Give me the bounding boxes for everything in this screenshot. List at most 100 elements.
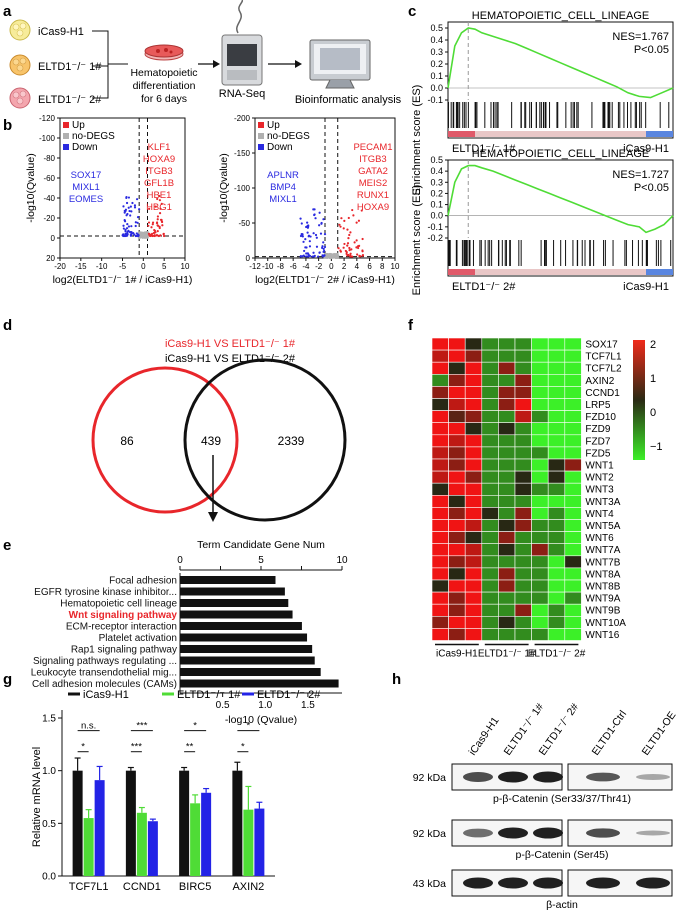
heatmap-cell xyxy=(547,494,566,508)
heatmap-cell xyxy=(464,519,483,532)
heatmap-cell xyxy=(481,531,499,544)
volcano-plot-left: -20 -15 -10 -5 0 5 10 -120 -100 -80 -60 -40 -20 0 20 Up… xyxy=(25,114,192,286)
panel-letter-d: d xyxy=(3,317,12,334)
bottom-tick-label: 0.5 xyxy=(216,700,230,711)
gsea-plot-bottom: 0.50.40.30.2 0.10.0-0.1-0.2 HEMATOPOIETIC_… xyxy=(427,148,674,293)
significance-label: *** xyxy=(131,742,142,753)
heatmap-cell xyxy=(464,567,483,581)
y-tick-label: 0.1 xyxy=(430,71,443,81)
heatmap-cell xyxy=(564,410,582,424)
mrna-bar xyxy=(83,818,94,876)
heatmap-cell xyxy=(514,628,532,641)
enrichment-bar xyxy=(180,679,339,688)
mrna-bar xyxy=(72,770,83,876)
heatmap-cell xyxy=(564,507,582,520)
heatmap-cell xyxy=(431,507,449,520)
volcano-point xyxy=(332,254,335,257)
panel-letter-h: h xyxy=(392,671,401,688)
y-tick-label: 0.4 xyxy=(430,35,443,45)
enrichment-bar xyxy=(180,587,285,596)
x-tick-label: -10 xyxy=(262,262,274,271)
heatmap-cell xyxy=(498,337,516,351)
volcano-point xyxy=(130,225,133,228)
x-axis-label: log2(ELTD1⁻/⁻ 1# / iCas9-H1) xyxy=(53,274,193,286)
heatmap-cell xyxy=(448,531,466,544)
volcano-point xyxy=(147,224,150,227)
heatmap-cell xyxy=(547,615,566,629)
heatmap-cell xyxy=(481,494,499,508)
heatmap-cell xyxy=(531,470,549,484)
y-tick-label: 0.0 xyxy=(430,211,443,221)
step1-line2: differentiation xyxy=(133,80,196,92)
volcano-point xyxy=(345,252,348,255)
y-tick-label: -100 xyxy=(234,184,251,193)
heatmap-cell xyxy=(448,615,466,629)
cell-icon-3 xyxy=(9,87,31,109)
heatmap-cell xyxy=(498,615,516,629)
protein-band xyxy=(636,877,670,889)
volcano-point xyxy=(353,241,356,244)
heatmap-cell xyxy=(498,531,516,544)
heatmap-cell xyxy=(431,603,449,617)
heatmap-cell xyxy=(547,531,566,544)
volcano-point xyxy=(350,248,353,251)
heatmap-cell xyxy=(498,591,516,605)
enrichment-curve xyxy=(447,27,674,99)
y-tick-label: 0 xyxy=(51,234,56,243)
heatmap-cell xyxy=(464,531,483,544)
heatmap-cell xyxy=(464,422,483,436)
volcano-point xyxy=(124,228,127,231)
legend-label: ELTD1⁻/⁻ 1# xyxy=(177,689,241,701)
heatmap-cell xyxy=(531,494,549,508)
gsea-title: HEMATOPOIETIC_CELL_LINEAGE xyxy=(472,10,649,22)
volcano-point xyxy=(156,215,159,218)
volcano-point xyxy=(160,202,163,205)
enrichment-bar xyxy=(180,668,321,676)
enrichment-bar-chart: Term Candidate Gene Num 0 5 10 Focal adhesio… xyxy=(31,539,348,726)
volcano-point xyxy=(300,222,303,225)
volcano-point xyxy=(306,226,310,229)
panel-c: c 0.50.40.30.20.10.0-0.1HEMATOPOIETIC_CE… xyxy=(408,3,674,295)
volcano-point xyxy=(322,218,325,221)
volcano-point xyxy=(314,233,318,237)
y-tick-label: -80 xyxy=(43,154,55,163)
volcano-point xyxy=(349,231,352,234)
volcano-point xyxy=(301,235,304,238)
heatmap-cell xyxy=(564,494,582,508)
heatmap-cell xyxy=(564,398,582,411)
protein-band xyxy=(463,877,493,889)
pathway-label: Cell adhesion molecules (CAMs) xyxy=(32,679,177,690)
heatmap-cell xyxy=(531,337,549,351)
volcano-point xyxy=(134,234,138,238)
up-gene-label: PECAM1 xyxy=(353,142,392,153)
heatmap-cell xyxy=(431,337,449,351)
venn-label-2: iCas9-H1 VS ELTD1⁻/⁻ 2# xyxy=(165,353,296,365)
heatmap-cell xyxy=(481,519,499,532)
heatmap-cell xyxy=(448,543,466,557)
x-axis-label: log2(ELTD1⁻/⁻ 2# / iCas9-H1) xyxy=(255,274,395,286)
panel-a: a iCas9-H1 ELTD1⁻/⁻ 1# ELTD1⁻/⁻ 2# xyxy=(3,0,402,109)
volcano-point xyxy=(128,209,131,213)
gsea-ylabel-top: Enrichment score (ES) xyxy=(411,85,423,196)
heatmap-cell xyxy=(531,519,549,532)
volcano-point xyxy=(308,245,312,248)
protein-band xyxy=(586,877,620,889)
pathway-label: ECM-receptor interaction xyxy=(66,622,177,633)
mrna-bar xyxy=(147,821,158,876)
y-tick-label: 0.5 xyxy=(430,155,443,165)
heatmap-cell xyxy=(464,361,483,375)
volcano-point xyxy=(150,226,153,229)
volcano-point xyxy=(348,249,351,252)
x-tick-label: -5 xyxy=(119,262,127,271)
volcano-point xyxy=(133,206,137,209)
gene-label: AXIN2 xyxy=(585,376,614,387)
heatmap-cell xyxy=(498,422,516,436)
sample-label-1: iCas9-H1 xyxy=(38,26,84,38)
y-tick-label: -40 xyxy=(43,194,55,203)
heatmap-cell xyxy=(564,555,582,569)
y-axis-label: -log10(Qvalue) xyxy=(218,153,230,222)
heatmap-cell xyxy=(481,434,499,448)
heatmap-cell xyxy=(547,349,566,363)
heatmap-cell xyxy=(547,603,566,617)
x-tick-label: 0 xyxy=(329,262,334,271)
